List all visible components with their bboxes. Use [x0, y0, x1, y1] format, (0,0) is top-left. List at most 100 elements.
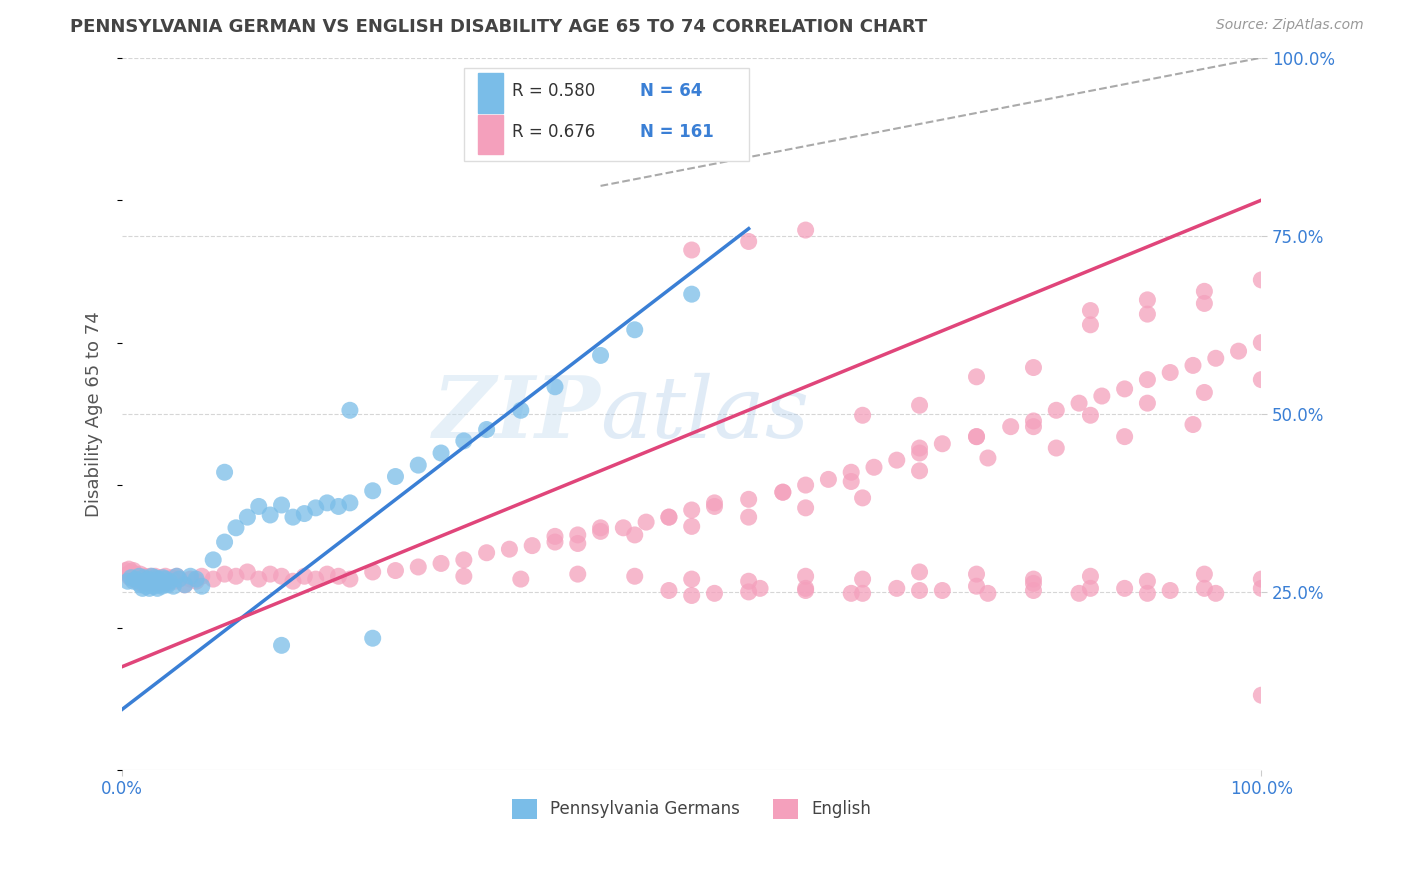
- Point: [852, 409, 875, 423]
- Point: [623, 323, 645, 337]
- Text: N = 161: N = 161: [640, 123, 714, 142]
- Point: [1250, 335, 1272, 350]
- Point: [1080, 582, 1102, 596]
- Point: [1080, 409, 1102, 423]
- Point: [146, 582, 169, 596]
- Point: [977, 586, 1000, 600]
- Point: [681, 572, 703, 586]
- Point: [406, 458, 429, 472]
- Point: [908, 446, 931, 460]
- Point: [966, 567, 988, 582]
- Point: [138, 582, 160, 596]
- Point: [179, 569, 201, 583]
- Point: [328, 500, 350, 514]
- Point: [1080, 303, 1102, 318]
- Point: [361, 631, 384, 645]
- Point: [225, 521, 247, 535]
- Point: [281, 574, 304, 589]
- Point: [247, 572, 270, 586]
- Point: [167, 572, 190, 586]
- Point: [852, 491, 875, 505]
- Point: [1080, 318, 1102, 332]
- Point: [1194, 567, 1216, 582]
- Point: [817, 472, 839, 486]
- Text: PENNSYLVANIA GERMAN VS ENGLISH DISABILITY AGE 65 TO 74 CORRELATION CHART: PENNSYLVANIA GERMAN VS ENGLISH DISABILIT…: [70, 18, 928, 36]
- Text: Source: ZipAtlas.com: Source: ZipAtlas.com: [1216, 18, 1364, 32]
- Point: [430, 557, 453, 571]
- Bar: [478, 115, 502, 153]
- Point: [270, 498, 292, 512]
- Point: [1194, 296, 1216, 310]
- Point: [202, 572, 225, 586]
- Point: [1022, 414, 1045, 428]
- Point: [453, 569, 475, 583]
- Point: [129, 578, 152, 592]
- Point: [522, 539, 544, 553]
- Point: [149, 571, 172, 585]
- Point: [839, 465, 862, 479]
- Point: [794, 569, 817, 583]
- Point: [142, 574, 165, 589]
- Point: [339, 572, 361, 586]
- Point: [122, 574, 145, 589]
- Point: [839, 475, 862, 489]
- Point: [316, 496, 339, 510]
- Point: [1136, 293, 1159, 307]
- Point: [544, 535, 567, 549]
- Point: [1159, 583, 1181, 598]
- Point: [191, 579, 214, 593]
- Point: [150, 579, 173, 593]
- Point: [184, 572, 207, 586]
- Point: [142, 574, 165, 589]
- Point: [135, 572, 157, 586]
- Point: [131, 571, 153, 585]
- Point: [1250, 572, 1272, 586]
- Point: [1022, 419, 1045, 434]
- Point: [184, 574, 207, 589]
- Point: [114, 564, 136, 578]
- Point: [794, 478, 817, 492]
- Point: [1136, 574, 1159, 589]
- Point: [120, 571, 142, 585]
- Point: [132, 571, 155, 585]
- Point: [120, 565, 142, 579]
- Point: [125, 567, 148, 582]
- Point: [681, 287, 703, 301]
- Point: [509, 572, 531, 586]
- Legend: Pennsylvania Germans, English: Pennsylvania Germans, English: [505, 792, 879, 826]
- Point: [339, 403, 361, 417]
- Point: [152, 571, 174, 585]
- Point: [636, 515, 658, 529]
- Point: [658, 510, 681, 524]
- Point: [886, 453, 908, 467]
- Point: [225, 569, 247, 583]
- Point: [966, 429, 988, 443]
- Point: [1136, 373, 1159, 387]
- Point: [155, 572, 177, 586]
- Point: [567, 567, 589, 582]
- Point: [191, 569, 214, 583]
- Point: [143, 569, 166, 583]
- Point: [143, 571, 166, 585]
- Point: [908, 565, 931, 579]
- Point: [236, 510, 259, 524]
- Point: [166, 569, 188, 583]
- Text: R = 0.676: R = 0.676: [512, 123, 595, 142]
- Point: [128, 569, 150, 583]
- Point: [136, 576, 159, 591]
- Point: [1250, 373, 1272, 387]
- Point: [159, 574, 181, 589]
- Point: [544, 380, 567, 394]
- Point: [749, 582, 772, 596]
- Point: [361, 565, 384, 579]
- Point: [737, 574, 759, 589]
- Point: [125, 574, 148, 589]
- Point: [142, 576, 165, 591]
- Point: [145, 576, 167, 591]
- Point: [1022, 360, 1045, 375]
- Point: [966, 429, 988, 443]
- Point: [589, 521, 612, 535]
- Point: [163, 574, 186, 589]
- Point: [134, 569, 156, 583]
- Point: [214, 465, 236, 479]
